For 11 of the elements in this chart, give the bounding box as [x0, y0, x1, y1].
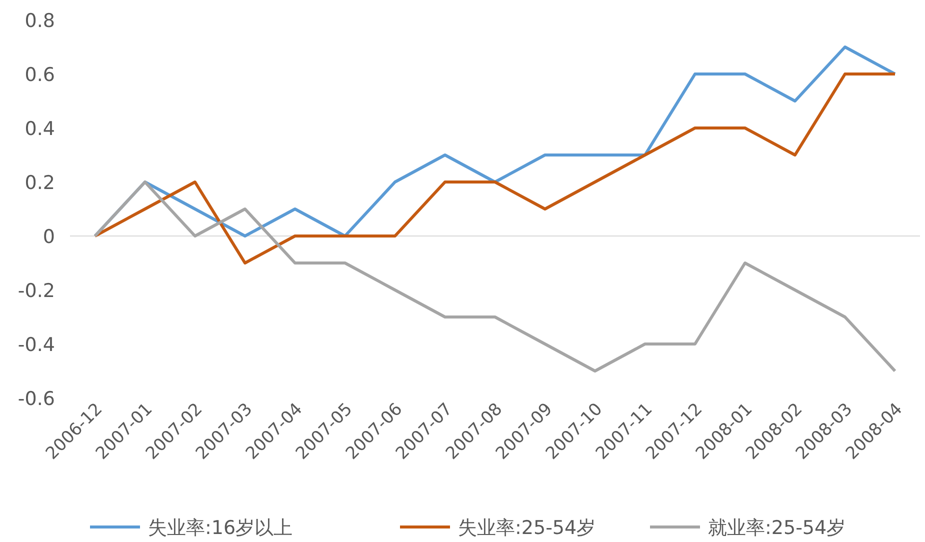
legend-label: 就业率:25-54岁: [708, 517, 846, 539]
y-tick-label: -0.2: [18, 280, 55, 302]
y-tick-label: 0.8: [24, 10, 55, 32]
legend-label: 失业率:16岁以上: [148, 517, 293, 539]
y-tick-label: 0.6: [24, 64, 55, 86]
y-tick-label: 0.2: [24, 172, 55, 194]
y-tick-label: 0.4: [24, 118, 55, 140]
y-tick-label: 0: [42, 226, 55, 248]
y-tick-label: -0.4: [18, 334, 55, 356]
legend-label: 失业率:25-54岁: [458, 517, 596, 539]
y-tick-label: -0.6: [18, 388, 55, 410]
